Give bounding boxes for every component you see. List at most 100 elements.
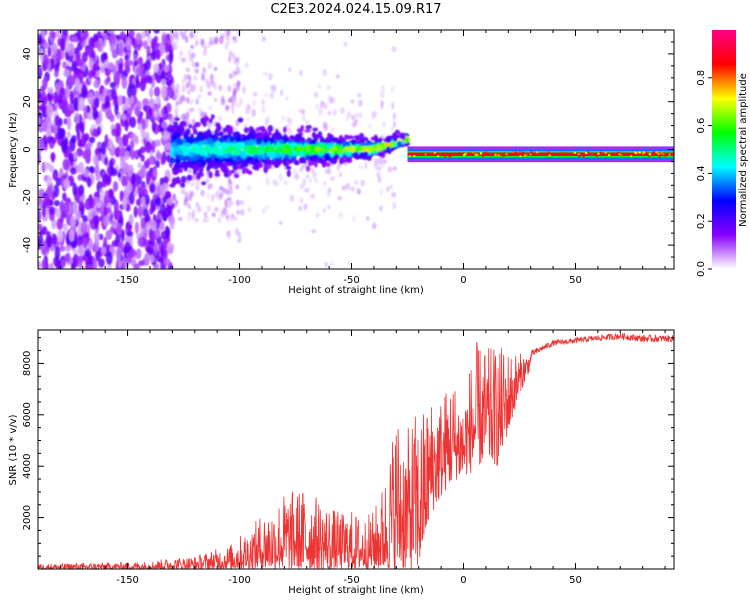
spectrogram-cell [211,121,216,127]
spectrogram-cell [184,35,189,43]
spectrogram-cell [315,103,319,110]
spectrogram-cell [239,151,247,159]
y-tick-label: 0 [22,146,33,152]
spectrogram-cell [180,120,187,127]
spectrogram-cell [56,94,63,104]
spectrogram-cell [81,51,88,63]
spectrogram-cell [185,128,191,136]
spectrogram-y-ticks: -40 -20 0 20 40 [22,29,674,270]
spectrogram-cell [350,99,355,104]
carrier-speck [585,151,588,155]
spectrogram-cell [356,188,361,195]
spectrogram-cell [310,167,315,173]
spectrogram-cell [305,174,310,179]
spectrogram-cell [116,223,123,236]
y-tick-label: 20 [22,95,33,108]
spectrogram-cell [120,156,126,168]
spectrogram-cell [207,61,212,70]
spectrogram-cell [47,235,53,248]
spectrogram-cell [209,134,216,139]
spectrogram-cell [125,37,132,51]
spectrogram-cell [160,84,167,99]
colorbar-tick-label: 0.6 [696,118,707,134]
colorbar-tick-label: 0.4 [696,165,707,181]
spectrogram-cell [72,36,78,43]
spectrogram-cell [186,67,191,73]
spectrogram-cell [248,126,254,132]
spectrogram-cell [219,132,224,137]
spectrogram-cell [249,160,254,165]
spectrogram-cell [141,98,149,106]
spectrogram-cell [188,118,193,125]
spectrogram-cell [104,190,109,204]
spectrogram-cell [173,30,179,39]
spectrogram-cell [286,169,291,178]
spectrogram-cell [192,83,197,91]
spectrogram-cell [186,96,190,104]
spectrogram-cell [162,237,168,250]
spectrogram-cell [124,54,129,61]
spectrogram-cell [109,81,116,89]
spectrogram-cell [134,264,139,269]
spectrogram-cell [187,211,193,217]
spectrogram-cell [232,93,237,99]
spectrogram-cell [214,36,219,44]
spectrogram-cell [405,137,410,144]
spectrogram-cell [38,65,42,74]
carrier-speck [599,151,603,155]
spectrogram-cell [314,178,318,183]
spectrogram-cell [206,192,210,200]
spectrogram-cell [208,118,213,124]
spectrogram-cell [345,114,350,123]
spectrogram-cell [345,151,352,156]
x-tick-label: -100 [228,275,251,286]
spectrogram-cell [173,41,177,49]
snr-frame [37,329,675,570]
spectrogram-cell [376,165,382,172]
spectrogram-cell [94,58,100,68]
spectrogram-cell [111,167,118,176]
y-tick-label: -40 [22,237,33,253]
spectrogram-cell [211,149,217,154]
spectrogram-cell [38,223,43,231]
spectrogram-cell [88,197,96,210]
spectrogram-cell [76,130,81,141]
spectrogram-cell [317,84,322,89]
spectrogram-x-ticks: -150 -100 -50 0 50 [37,30,666,286]
spectrogram-cell [193,75,198,81]
spectrogram-cell [238,231,242,240]
carrier-speck [433,151,437,154]
spectrogram-cell [391,192,397,198]
spectrogram-cell [57,127,65,140]
spectrogram-cell [392,201,397,210]
spectrogram-cell [119,147,126,158]
spectrogram-cell [186,160,192,167]
carrier-speck [664,154,667,157]
spectrogram-cell [137,237,144,247]
spectrogram-cell [206,80,210,88]
spectrogram-cell [117,42,124,57]
snr-series-line [38,332,674,569]
spectrogram-cell [59,200,65,212]
spectrogram-cell [350,146,356,153]
spectrogram-cell [236,209,240,215]
spectrogram-cell [177,208,181,214]
spectrogram-cell [195,135,202,142]
spectrogram-cell [239,97,243,105]
spectrogram-cell [187,89,191,95]
spectrogram-cell [233,147,239,155]
spectrogram-cell [88,240,94,251]
spectrogram-cell [230,151,235,156]
spectrogram-cell [89,166,95,174]
spectrogram-cell [238,148,243,153]
spectrogram-cell [300,137,305,143]
spectrogram-cell [218,195,222,201]
y-tick-label: 6000 [22,402,33,427]
spectrogram-cell [62,223,68,232]
spectrogram-cell [38,117,42,125]
spectrogram-cell [223,30,227,35]
spectrogram-cell [144,74,150,83]
spectrogram-cell [41,91,47,103]
spectrogram-cell [261,125,266,132]
spectrogram-cell [367,124,372,129]
